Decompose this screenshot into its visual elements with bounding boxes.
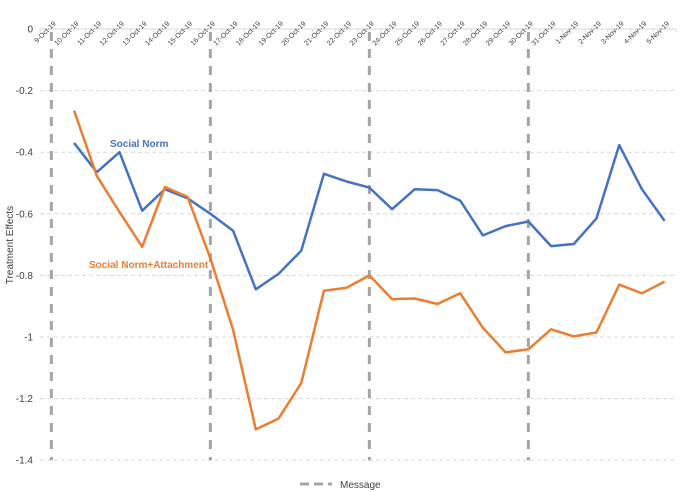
message-lines xyxy=(49,32,530,461)
y-tick-label: -1.2 xyxy=(16,394,34,405)
x-axis-ticks: 9-Oct-1910-Oct-1911-Oct-1912-Oct-1913-Oc… xyxy=(34,20,672,47)
series-label-social-norm-attachment: Social Norm+Attachment xyxy=(89,260,209,271)
x-tick-label: 31-Oct-19 xyxy=(531,20,558,47)
x-tick-label: 1-Nov-19 xyxy=(555,20,580,45)
y-tick-label: -0.8 xyxy=(16,271,34,282)
x-tick-label: 5-Nov-19 xyxy=(646,20,671,45)
y-axis-title: Treatment Effects xyxy=(5,206,16,284)
legend: Message xyxy=(300,480,381,491)
y-tick-label: -0.6 xyxy=(16,209,34,220)
x-tick-label: 4-Nov-19 xyxy=(623,20,648,45)
legend-label-message: Message xyxy=(340,480,381,491)
y-tick-label: 0 xyxy=(27,25,33,36)
x-tick-label: 3-Nov-19 xyxy=(600,20,625,45)
gridlines xyxy=(39,28,677,461)
y-tick-label: -1 xyxy=(24,333,33,344)
series-label-social-norm: Social Norm xyxy=(110,139,168,150)
y-tick-label: -0.2 xyxy=(16,86,34,97)
y-tick-label: -1.4 xyxy=(16,456,34,467)
data-series xyxy=(72,110,666,431)
y-tick-label: -0.4 xyxy=(16,148,34,159)
y-axis-ticks: 0 -0.2 -0.4 -0.6 -0.8 -1 -1.2 -1.4 xyxy=(16,25,34,467)
series-line-social-norm xyxy=(73,142,666,291)
series-line-social-norm-attachment xyxy=(72,110,666,431)
x-tick-label: 2-Nov-19 xyxy=(578,20,603,45)
